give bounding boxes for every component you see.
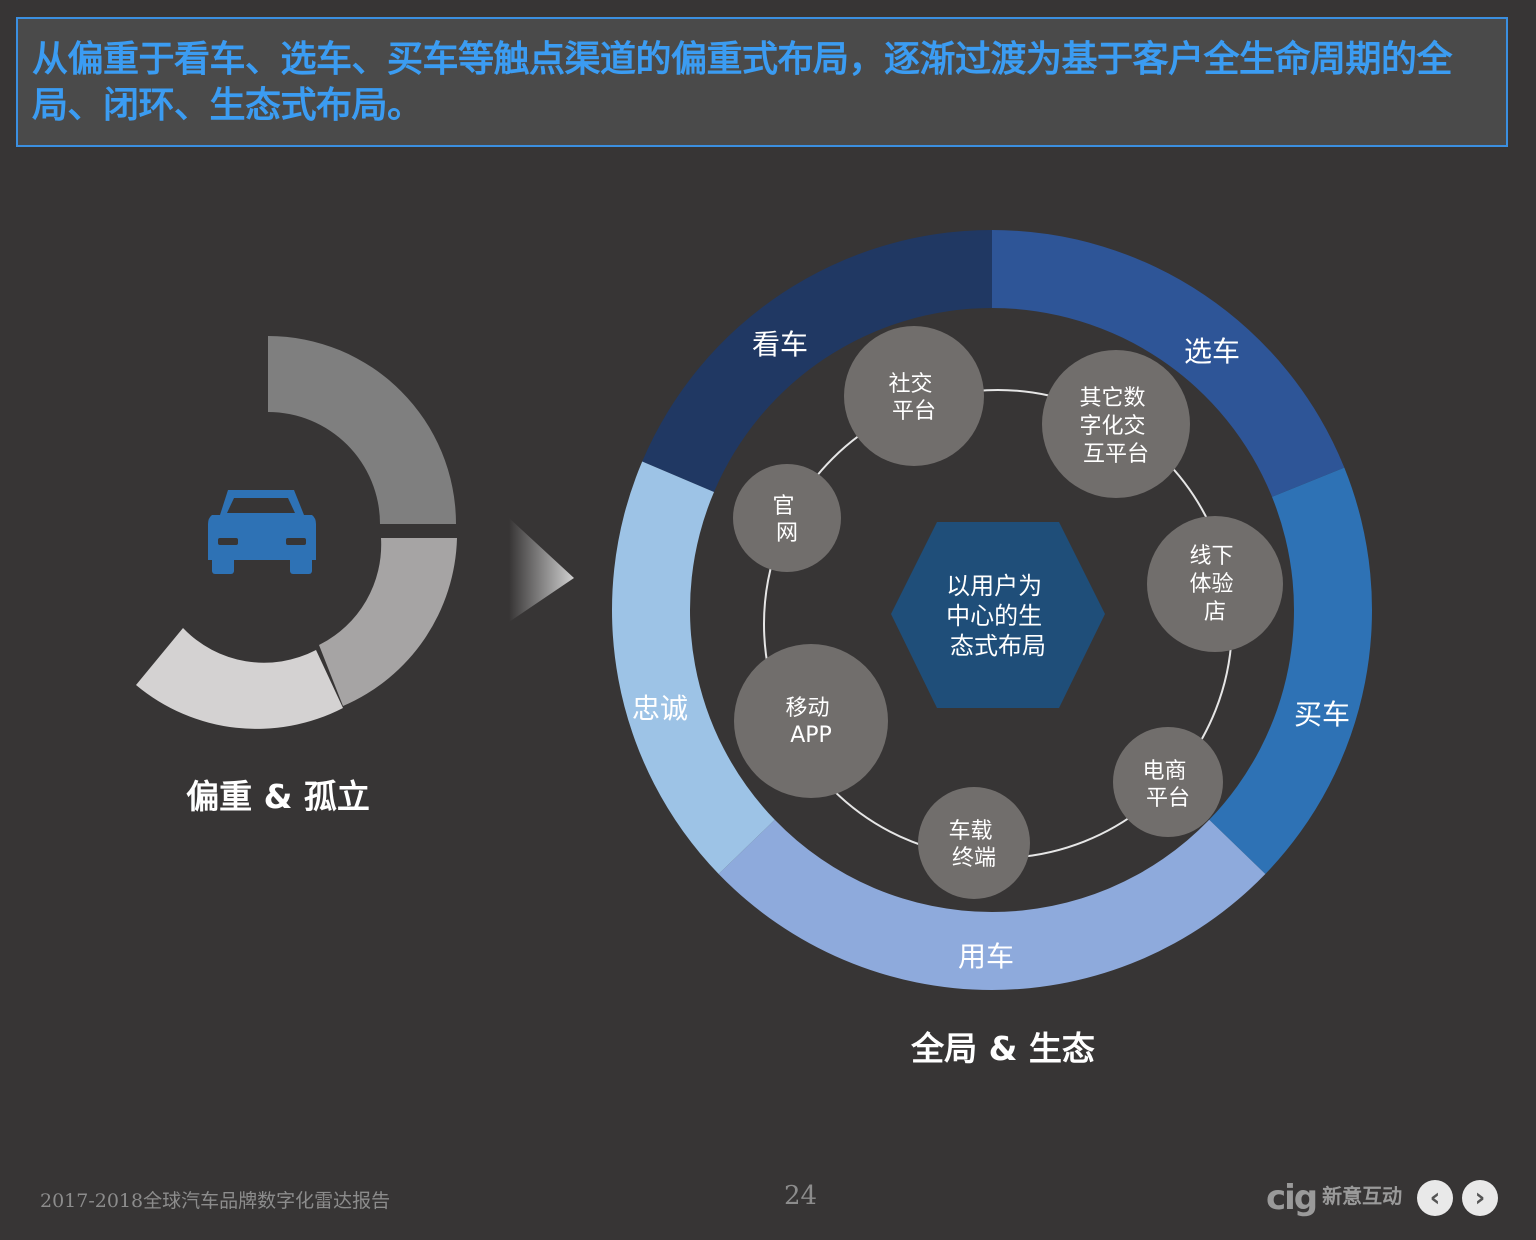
left-donut xyxy=(136,336,457,729)
node-mobile-app: 移动 APP xyxy=(734,644,888,798)
ring-segment-kanche xyxy=(642,230,992,492)
car-icon xyxy=(208,490,316,574)
company-logo: cig 新意互动 xyxy=(1266,1178,1402,1218)
node-vehicle-terminal: 车载 终端 xyxy=(918,787,1030,899)
logo-mark: cig xyxy=(1266,1178,1318,1218)
ring-segment-xuanche xyxy=(992,230,1345,497)
ring-segment-maiche xyxy=(1209,467,1372,874)
report-title: 2017-2018全球汽车品牌数字化雷达报告 xyxy=(40,1190,391,1212)
ring-label-kanche: 看车 xyxy=(752,328,808,361)
ring-segment-zhongcheng xyxy=(612,461,775,874)
lifecycle-ring xyxy=(612,230,1372,990)
center-text: 以用户为 中心的生 态式布局 xyxy=(946,572,1050,660)
svg-text:其它数 字化交 互平台: 其它数 字化交 互平台 xyxy=(1079,386,1152,467)
ring-segment-yongche xyxy=(718,819,1266,990)
svg-text:线下 体验 店: 线下 体验 店 xyxy=(1189,544,1240,625)
node-ecommerce-platform: 电商 平台 xyxy=(1113,727,1223,837)
left-donut-segment-bottom xyxy=(136,628,343,729)
left-donut-segment-right xyxy=(319,538,457,706)
logo-name: 新意互动 xyxy=(1322,1184,1403,1208)
page-title: 从偏重于看车、选车、买车等触点渠道的偏重式布局，逐渐过渡为基于客户全生命周期的全… xyxy=(32,39,1453,126)
svg-text:社交 平台: 社交 平台 xyxy=(888,372,939,424)
center-hexagon xyxy=(891,522,1105,708)
left-caption: 偏重 & 孤立 xyxy=(186,777,370,816)
chevron-left-icon: ‹ xyxy=(1429,1183,1441,1213)
ring-label-xuanche: 选车 xyxy=(1184,335,1240,368)
prev-page-button[interactable]: ‹ xyxy=(1417,1180,1453,1216)
ring-label-maiche: 买车 xyxy=(1294,698,1350,731)
right-caption: 全局 & 生态 xyxy=(911,1029,1095,1068)
chevron-right-icon: › xyxy=(1474,1183,1486,1213)
node-official-website: 官 网 xyxy=(733,464,841,572)
transition-arrow xyxy=(509,518,574,622)
header-box: 从偏重于看车、选车、买车等触点渠道的偏重式布局，逐渐过渡为基于客户全生命周期的全… xyxy=(16,17,1508,147)
svg-text:电商 平台: 电商 平台 xyxy=(1142,759,1193,811)
next-page-button[interactable]: › xyxy=(1462,1180,1498,1216)
ring-label-zhongcheng: 忠诚 xyxy=(632,692,688,725)
page-number: 24 xyxy=(784,1181,818,1211)
node-other-digital-platform: 其它数 字化交 互平台 xyxy=(1042,350,1190,498)
left-donut-segment-top xyxy=(268,336,456,524)
node-social-platform: 社交 平台 xyxy=(844,326,984,466)
svg-text:官 网: 官 网 xyxy=(772,494,801,546)
svg-text:车载 终端: 车载 终端 xyxy=(948,819,999,871)
svg-text:移动 APP: 移动 APP xyxy=(785,696,836,748)
node-offline-experience-store: 线下 体验 店 xyxy=(1147,516,1283,652)
ring-label-yongche: 用车 xyxy=(958,940,1014,973)
